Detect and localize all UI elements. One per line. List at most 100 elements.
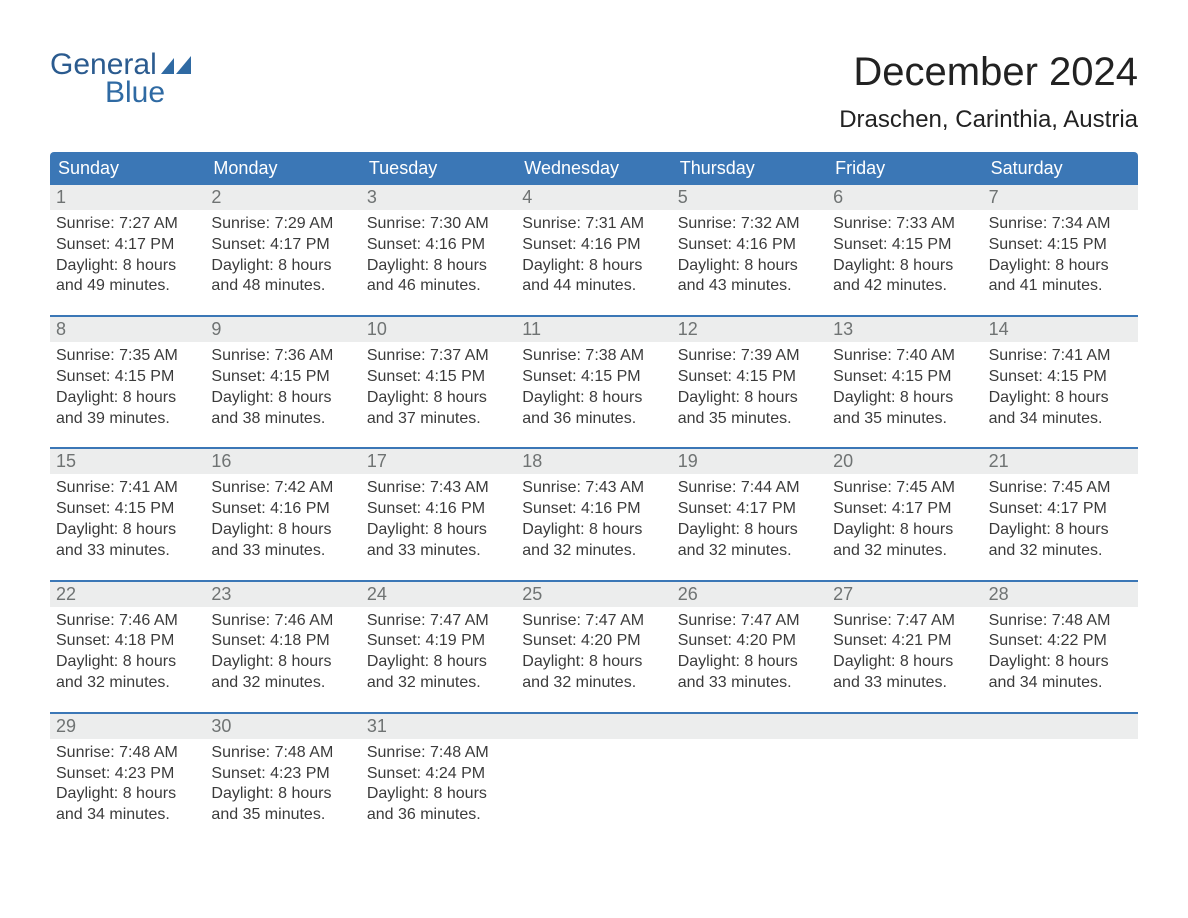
daynum-row: 1234567 xyxy=(50,185,1138,210)
day-number xyxy=(516,714,671,739)
day-cell: Sunrise: 7:48 AMSunset: 4:24 PMDaylight:… xyxy=(361,739,516,830)
sunset-line: Sunset: 4:15 PM xyxy=(56,499,199,520)
day-number: 9 xyxy=(205,317,360,342)
sunset-line: Sunset: 4:15 PM xyxy=(833,235,976,256)
sunset-line: Sunset: 4:15 PM xyxy=(211,367,354,388)
sunrise-line: Sunrise: 7:40 AM xyxy=(833,346,976,367)
sunrise-line: Sunrise: 7:47 AM xyxy=(678,611,821,632)
day-number: 30 xyxy=(205,714,360,739)
day-cell: Sunrise: 7:32 AMSunset: 4:16 PMDaylight:… xyxy=(672,210,827,301)
daylight-line-2: and 33 minutes. xyxy=(56,541,199,562)
day-number: 23 xyxy=(205,582,360,607)
day-cell: Sunrise: 7:37 AMSunset: 4:15 PMDaylight:… xyxy=(361,342,516,433)
sunset-line: Sunset: 4:15 PM xyxy=(833,367,976,388)
day-number: 26 xyxy=(672,582,827,607)
daylight-line-2: and 43 minutes. xyxy=(678,276,821,297)
weekday-wednesday: Wednesday xyxy=(516,152,671,185)
day-number: 18 xyxy=(516,449,671,474)
sunrise-line: Sunrise: 7:29 AM xyxy=(211,214,354,235)
daylight-line-1: Daylight: 8 hours xyxy=(833,520,976,541)
weeks-container: 1234567Sunrise: 7:27 AMSunset: 4:17 PMDa… xyxy=(50,185,1138,830)
daylight-line-2: and 33 minutes. xyxy=(367,541,510,562)
sunrise-line: Sunrise: 7:47 AM xyxy=(367,611,510,632)
sunset-line: Sunset: 4:17 PM xyxy=(833,499,976,520)
daylight-line-1: Daylight: 8 hours xyxy=(678,520,821,541)
logo-text-2: Blue xyxy=(105,78,193,108)
weekday-sunday: Sunday xyxy=(50,152,205,185)
daylight-line-1: Daylight: 8 hours xyxy=(678,652,821,673)
day-number: 14 xyxy=(983,317,1138,342)
day-cell: Sunrise: 7:29 AMSunset: 4:17 PMDaylight:… xyxy=(205,210,360,301)
day-number: 4 xyxy=(516,185,671,210)
day-number: 29 xyxy=(50,714,205,739)
daylight-line-2: and 33 minutes. xyxy=(833,673,976,694)
weekday-thursday: Thursday xyxy=(672,152,827,185)
daylight-line-1: Daylight: 8 hours xyxy=(833,388,976,409)
day-number: 25 xyxy=(516,582,671,607)
sunrise-line: Sunrise: 7:41 AM xyxy=(56,478,199,499)
daylight-line-2: and 37 minutes. xyxy=(367,409,510,430)
sunrise-line: Sunrise: 7:38 AM xyxy=(522,346,665,367)
day-number: 24 xyxy=(361,582,516,607)
day-number: 16 xyxy=(205,449,360,474)
daylight-line-1: Daylight: 8 hours xyxy=(211,784,354,805)
daynum-row: 891011121314 xyxy=(50,317,1138,342)
sunset-line: Sunset: 4:15 PM xyxy=(56,367,199,388)
sunrise-line: Sunrise: 7:33 AM xyxy=(833,214,976,235)
daynum-row: 22232425262728 xyxy=(50,582,1138,607)
weekday-header: Sunday Monday Tuesday Wednesday Thursday… xyxy=(50,152,1138,185)
sunrise-line: Sunrise: 7:48 AM xyxy=(367,743,510,764)
day-cell: Sunrise: 7:34 AMSunset: 4:15 PMDaylight:… xyxy=(983,210,1138,301)
daylight-line-2: and 49 minutes. xyxy=(56,276,199,297)
daylight-line-2: and 32 minutes. xyxy=(833,541,976,562)
sunset-line: Sunset: 4:22 PM xyxy=(989,631,1132,652)
logo: General Blue xyxy=(50,50,193,108)
sunrise-line: Sunrise: 7:32 AM xyxy=(678,214,821,235)
sunrise-line: Sunrise: 7:39 AM xyxy=(678,346,821,367)
sunset-line: Sunset: 4:15 PM xyxy=(678,367,821,388)
day-cell: Sunrise: 7:46 AMSunset: 4:18 PMDaylight:… xyxy=(50,607,205,698)
sunset-line: Sunset: 4:16 PM xyxy=(522,499,665,520)
day-cell: Sunrise: 7:43 AMSunset: 4:16 PMDaylight:… xyxy=(361,474,516,565)
day-cell: Sunrise: 7:38 AMSunset: 4:15 PMDaylight:… xyxy=(516,342,671,433)
sunset-line: Sunset: 4:23 PM xyxy=(211,764,354,785)
sunset-line: Sunset: 4:23 PM xyxy=(56,764,199,785)
day-cell: Sunrise: 7:36 AMSunset: 4:15 PMDaylight:… xyxy=(205,342,360,433)
sunrise-line: Sunrise: 7:36 AM xyxy=(211,346,354,367)
daylight-line-1: Daylight: 8 hours xyxy=(56,388,199,409)
sunset-line: Sunset: 4:16 PM xyxy=(367,499,510,520)
day-number: 7 xyxy=(983,185,1138,210)
day-number: 21 xyxy=(983,449,1138,474)
sunset-line: Sunset: 4:15 PM xyxy=(989,235,1132,256)
daylight-line-2: and 35 minutes. xyxy=(678,409,821,430)
daylight-line-2: and 32 minutes. xyxy=(56,673,199,694)
day-number: 31 xyxy=(361,714,516,739)
day-cell: Sunrise: 7:48 AMSunset: 4:23 PMDaylight:… xyxy=(50,739,205,830)
daylight-line-2: and 34 minutes. xyxy=(56,805,199,826)
day-cell: Sunrise: 7:42 AMSunset: 4:16 PMDaylight:… xyxy=(205,474,360,565)
daylight-line-2: and 33 minutes. xyxy=(211,541,354,562)
daylight-line-2: and 39 minutes. xyxy=(56,409,199,430)
sunrise-line: Sunrise: 7:46 AM xyxy=(211,611,354,632)
day-number: 12 xyxy=(672,317,827,342)
sunset-line: Sunset: 4:17 PM xyxy=(989,499,1132,520)
day-number xyxy=(983,714,1138,739)
sunrise-line: Sunrise: 7:47 AM xyxy=(833,611,976,632)
daylight-line-1: Daylight: 8 hours xyxy=(367,652,510,673)
daylight-line-1: Daylight: 8 hours xyxy=(56,256,199,277)
day-number: 15 xyxy=(50,449,205,474)
daylight-line-1: Daylight: 8 hours xyxy=(211,388,354,409)
day-number: 1 xyxy=(50,185,205,210)
sunrise-line: Sunrise: 7:42 AM xyxy=(211,478,354,499)
daylight-line-1: Daylight: 8 hours xyxy=(989,520,1132,541)
sunrise-line: Sunrise: 7:48 AM xyxy=(56,743,199,764)
day-number: 19 xyxy=(672,449,827,474)
day-cell: Sunrise: 7:45 AMSunset: 4:17 PMDaylight:… xyxy=(983,474,1138,565)
month-title: December 2024 xyxy=(839,50,1138,94)
day-number xyxy=(672,714,827,739)
daylight-line-2: and 46 minutes. xyxy=(367,276,510,297)
flag-icon xyxy=(161,54,193,76)
sunrise-line: Sunrise: 7:48 AM xyxy=(211,743,354,764)
day-cell: Sunrise: 7:47 AMSunset: 4:20 PMDaylight:… xyxy=(672,607,827,698)
day-cell: Sunrise: 7:47 AMSunset: 4:19 PMDaylight:… xyxy=(361,607,516,698)
